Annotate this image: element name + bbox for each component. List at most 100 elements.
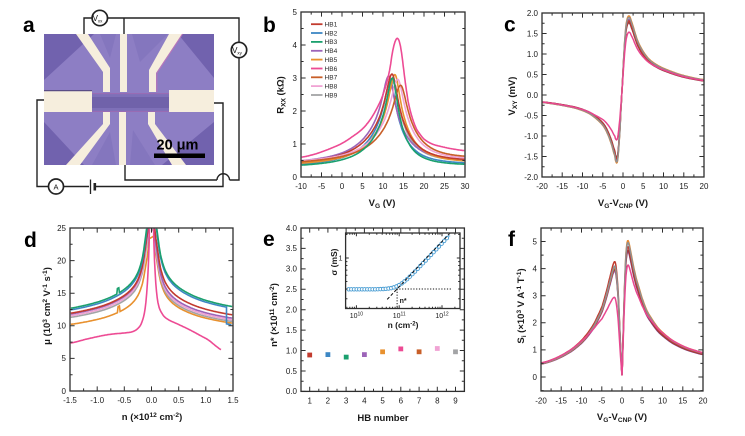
svg-text:0.5: 0.5 (527, 70, 539, 79)
svg-text:0: 0 (620, 397, 625, 406)
svg-text:HB7: HB7 (325, 75, 338, 82)
svg-text:Si (×103 V A-1 T-1): Si (×103 V A-1 T-1) (516, 268, 528, 343)
svg-text:2: 2 (326, 397, 331, 406)
svg-text:f: f (508, 228, 516, 251)
svg-text:5: 5 (360, 182, 365, 191)
svg-text:4: 4 (533, 264, 538, 273)
svg-text:0.5: 0.5 (286, 367, 298, 376)
svg-text:4: 4 (362, 397, 367, 406)
svg-text:1011: 1011 (393, 312, 406, 321)
svg-text:-2.0: -2.0 (524, 173, 538, 182)
svg-text:1.0: 1.0 (527, 50, 539, 59)
svg-text:VXY (mV): VXY (mV) (507, 77, 519, 116)
svg-text:10: 10 (57, 322, 66, 331)
svg-text:HB5: HB5 (325, 57, 338, 64)
svg-text:0.5: 0.5 (173, 396, 185, 405)
svg-text:0: 0 (533, 373, 538, 382)
svg-text:HB9: HB9 (325, 92, 338, 99)
svg-text:a: a (23, 14, 35, 37)
svg-text:σ (mS): σ (mS) (329, 248, 339, 275)
svg-text:8: 8 (435, 397, 440, 406)
svg-text:-10: -10 (576, 397, 588, 406)
svg-text:4: 4 (293, 41, 298, 50)
svg-text:A: A (53, 183, 58, 192)
svg-text:HB8: HB8 (325, 83, 338, 90)
svg-text:20: 20 (699, 397, 708, 406)
svg-text:3: 3 (344, 397, 349, 406)
svg-text:-20: -20 (536, 182, 548, 191)
svg-text:10: 10 (659, 182, 668, 191)
svg-text:4.0: 4.0 (286, 224, 298, 233)
svg-text:RXX (kΩ): RXX (kΩ) (276, 76, 288, 114)
svg-text:n (×1012 cm-2): n (×1012 cm-2) (122, 412, 183, 423)
svg-text:5: 5 (641, 182, 646, 191)
svg-text:1: 1 (533, 346, 538, 355)
svg-text:5: 5 (293, 8, 298, 17)
svg-text:-10: -10 (577, 182, 589, 191)
svg-text:-5: -5 (318, 182, 326, 191)
svg-text:-15: -15 (555, 397, 567, 406)
svg-text:-15: -15 (556, 182, 568, 191)
svg-text:1010: 1010 (350, 312, 364, 321)
svg-text:20: 20 (57, 256, 66, 265)
svg-text:0: 0 (621, 182, 626, 191)
svg-text:1.5: 1.5 (527, 29, 539, 38)
svg-text:7: 7 (417, 397, 422, 406)
svg-text:c: c (504, 14, 516, 37)
svg-text:15: 15 (679, 182, 688, 191)
svg-text:n (cm-2): n (cm-2) (388, 320, 419, 330)
svg-text:1: 1 (307, 397, 312, 406)
svg-text:VG (V): VG (V) (369, 198, 396, 210)
svg-text:1.5: 1.5 (286, 326, 298, 335)
svg-text:-5: -5 (598, 397, 606, 406)
svg-text:1.0: 1.0 (200, 396, 212, 405)
svg-text:5: 5 (380, 397, 385, 406)
svg-text:10: 10 (379, 182, 388, 191)
svg-text:-1.0: -1.0 (524, 132, 538, 141)
svg-text:HB6: HB6 (325, 66, 338, 73)
svg-text:5: 5 (640, 397, 645, 406)
svg-text:-1.5: -1.5 (524, 152, 538, 161)
svg-text:9: 9 (453, 397, 458, 406)
svg-text:Vxy: Vxy (232, 46, 243, 56)
svg-text:HB2: HB2 (325, 30, 338, 37)
svg-text:25: 25 (440, 182, 449, 191)
svg-text:20: 20 (420, 182, 429, 191)
svg-text:Vxx: Vxx (93, 14, 104, 24)
svg-text:10: 10 (658, 397, 667, 406)
svg-text:1: 1 (293, 140, 298, 149)
svg-text:VG-VCNP (V): VG-VCNP (V) (597, 412, 647, 424)
svg-text:0: 0 (293, 173, 298, 182)
svg-text:15: 15 (57, 289, 66, 298)
svg-text:20: 20 (700, 182, 709, 191)
svg-text:-1.5: -1.5 (63, 396, 77, 405)
svg-text:-5: -5 (599, 182, 607, 191)
svg-text:2.0: 2.0 (527, 9, 539, 18)
svg-text:0: 0 (62, 387, 67, 396)
svg-text:2.0: 2.0 (286, 306, 298, 315)
svg-text:6: 6 (399, 397, 404, 406)
svg-text:HB3: HB3 (325, 39, 338, 46)
svg-text:1012: 1012 (435, 312, 449, 321)
svg-text:1: 1 (339, 256, 343, 263)
svg-text:-0.5: -0.5 (117, 396, 131, 405)
svg-text:-1.0: -1.0 (90, 396, 104, 405)
svg-text:5: 5 (62, 354, 67, 363)
svg-text:n* (×1011 cm-2): n* (×1011 cm-2) (269, 283, 280, 347)
svg-text:e: e (263, 228, 275, 251)
svg-text:d: d (24, 229, 37, 252)
svg-text:-20: -20 (535, 397, 547, 406)
svg-text:3: 3 (533, 292, 538, 301)
svg-text:b: b (263, 14, 276, 37)
svg-text:-10: -10 (295, 182, 307, 191)
svg-text:3: 3 (293, 74, 298, 83)
svg-text:0.0: 0.0 (286, 387, 298, 396)
svg-text:0.0: 0.0 (527, 91, 539, 100)
svg-text:μ (103 cm2 V-1 s-1): μ (103 cm2 V-1 s-1) (42, 267, 53, 345)
svg-text:2: 2 (533, 319, 538, 328)
svg-text:5: 5 (533, 237, 538, 246)
svg-text:15: 15 (678, 397, 687, 406)
svg-text:2: 2 (293, 107, 298, 116)
svg-text:20 μm: 20 μm (157, 138, 199, 154)
svg-text:0.0: 0.0 (146, 396, 158, 405)
